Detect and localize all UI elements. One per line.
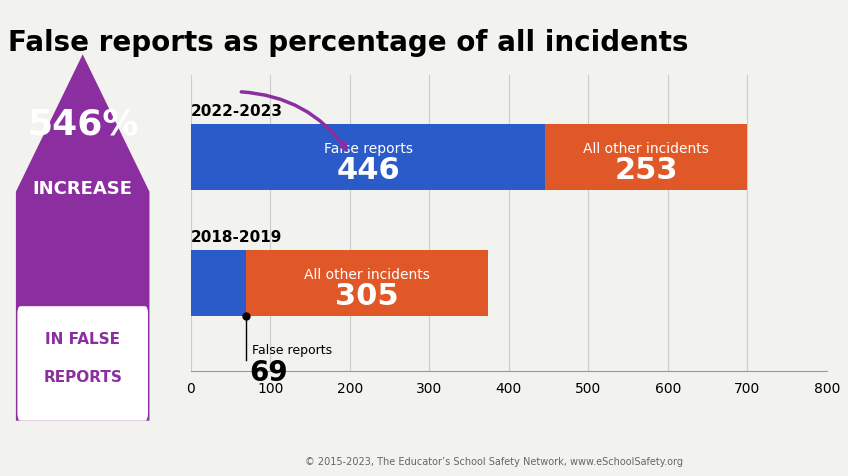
Bar bbox=[191, 251, 246, 316]
Text: All other incidents: All other incidents bbox=[583, 142, 709, 156]
Bar bbox=[545, 125, 746, 190]
Text: All other incidents: All other incidents bbox=[304, 268, 430, 282]
Text: 546%: 546% bbox=[27, 107, 138, 141]
Text: False reports: False reports bbox=[324, 142, 413, 156]
Text: 69: 69 bbox=[249, 359, 288, 387]
Text: © 2015-2023, The Educator’s School Safety Network, www.eSchoolSafety.org: © 2015-2023, The Educator’s School Safet… bbox=[305, 456, 683, 466]
Bar bbox=[246, 251, 488, 316]
Text: 253: 253 bbox=[614, 156, 678, 185]
Text: 446: 446 bbox=[336, 156, 400, 185]
FancyBboxPatch shape bbox=[17, 307, 148, 421]
Text: False reports: False reports bbox=[252, 344, 332, 357]
Text: 305: 305 bbox=[335, 281, 399, 310]
Text: False reports as percentage of all incidents: False reports as percentage of all incid… bbox=[8, 29, 689, 57]
Text: INCREASE: INCREASE bbox=[33, 179, 132, 198]
Text: 2022-2023: 2022-2023 bbox=[191, 104, 282, 119]
Text: IN FALSE: IN FALSE bbox=[45, 331, 120, 347]
Text: 2018-2019: 2018-2019 bbox=[191, 229, 282, 245]
Polygon shape bbox=[16, 55, 149, 421]
Text: REPORTS: REPORTS bbox=[43, 369, 122, 385]
Bar bbox=[191, 125, 545, 190]
